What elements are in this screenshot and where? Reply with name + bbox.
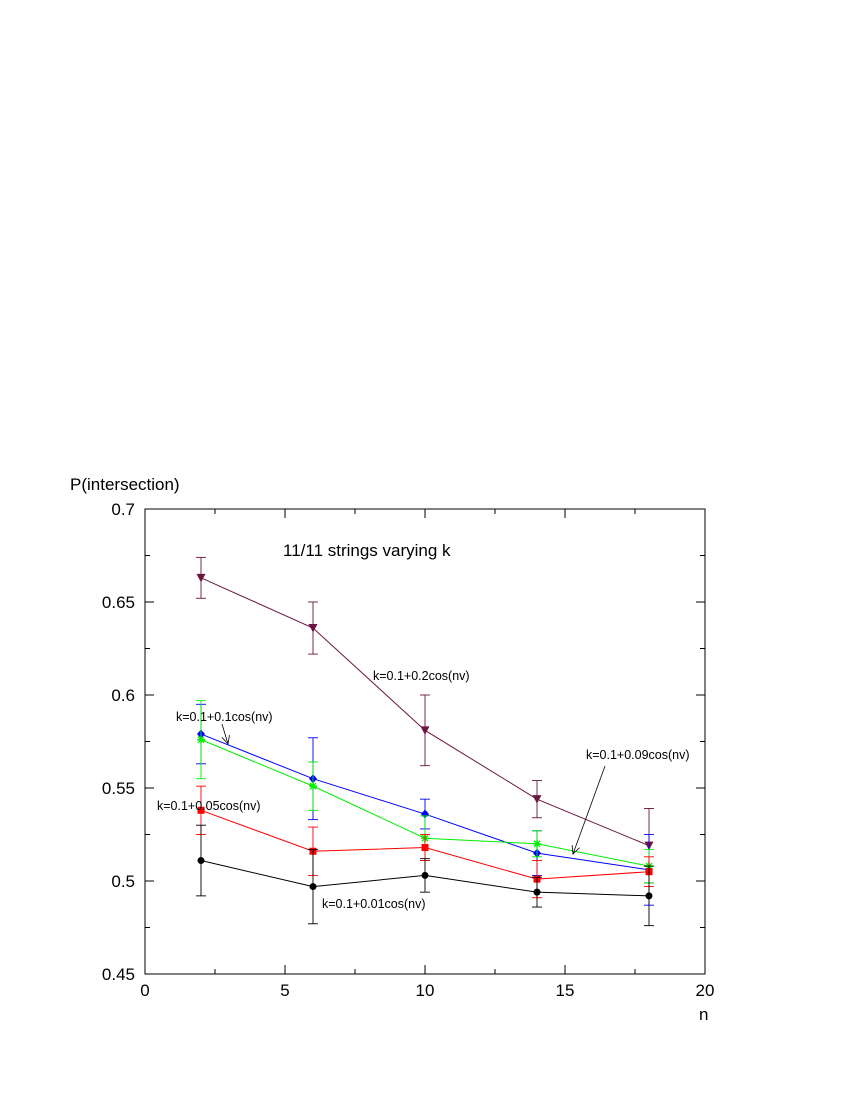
y-tick-label: 0.65 <box>102 593 135 612</box>
data-point <box>197 806 205 814</box>
data-point <box>197 735 205 744</box>
y-axis-label: P(intersection) <box>70 475 180 494</box>
data-point <box>645 892 653 900</box>
series-4 <box>196 824 654 927</box>
annotation-arrow-1 <box>221 723 229 745</box>
x-tick-label: 20 <box>696 981 715 1000</box>
y-tick-label: 0.7 <box>111 500 135 519</box>
annotation-series-1: k=0.1+0.1cos(nv) <box>176 710 273 724</box>
data-point <box>196 573 206 583</box>
x-tick-label: 10 <box>416 981 435 1000</box>
annotation-series-4: k=0.1+0.01cos(nv) <box>322 897 426 911</box>
x-axis-label: n <box>699 1005 708 1024</box>
annotation-series-0: k=0.1+0.2cos(nv) <box>373 669 470 683</box>
data-point <box>309 782 317 791</box>
annotation-arrow-2-head <box>571 845 580 855</box>
chart-title: 11/11 strings varying k <box>283 541 451 560</box>
x-tick-label: 5 <box>280 981 289 1000</box>
y-tick-label: 0.55 <box>102 779 135 798</box>
annotation-arrow-2 <box>572 765 606 855</box>
data-point <box>533 888 541 896</box>
annotation-arrow-1-head <box>221 735 230 745</box>
y-tick-label: 0.45 <box>102 965 135 984</box>
data-point <box>533 839 541 848</box>
annotation-series-2: k=0.1+0.09cos(nv) <box>586 748 690 762</box>
data-point <box>421 871 429 879</box>
data-point <box>421 844 429 852</box>
data-point <box>308 624 318 633</box>
data-point <box>532 795 542 804</box>
x-tick-label: 15 <box>556 981 575 1000</box>
y-tick-label: 0.6 <box>111 686 135 705</box>
data-point <box>309 883 317 891</box>
x-tick-label: 0 <box>140 981 149 1000</box>
data-point <box>420 726 430 735</box>
annotation-series-3: k=0.1+0.05cos(nv) <box>157 799 261 813</box>
data-point <box>197 857 205 865</box>
y-tick-label: 0.5 <box>111 872 135 891</box>
plot-area: 0 5 10 15 20 0.45 0.5 0.55 0.6 0.65 0.7 <box>102 500 715 1000</box>
